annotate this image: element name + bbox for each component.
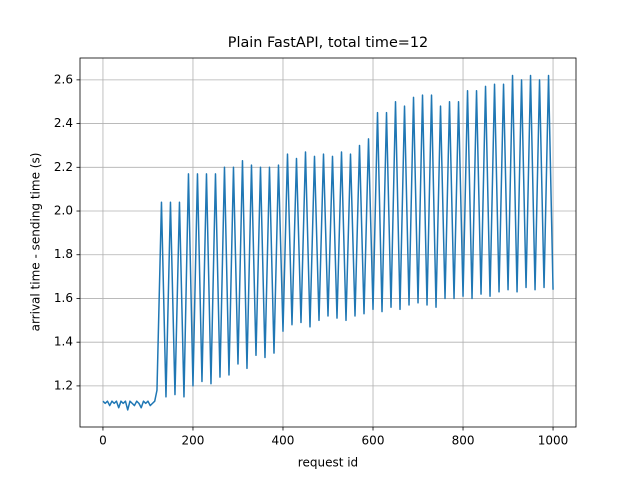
y-tick-label: 1.8 bbox=[54, 247, 73, 261]
chart-title: Plain FastAPI, total time=12 bbox=[228, 35, 428, 51]
data-line bbox=[102, 74, 554, 411]
x-tick-label: 0 bbox=[99, 434, 107, 448]
y-tick-label: 2.6 bbox=[54, 72, 73, 86]
y-axis-label: arrival time - sending time (s) bbox=[29, 153, 43, 332]
x-axis-label: request id bbox=[298, 456, 358, 470]
x-tick-label: 1000 bbox=[538, 434, 569, 448]
y-tick-label: 2.0 bbox=[54, 204, 73, 218]
y-tick-label: 2.4 bbox=[54, 116, 73, 130]
x-tick-label: 200 bbox=[182, 434, 205, 448]
plot-area: 0 200 400 600 800 1000 1.2 1.4 1.6 1.8 2.0 2.2 2.4 2.… bbox=[54, 58, 576, 448]
x-tick-label: 400 bbox=[272, 434, 295, 448]
axes-frame bbox=[79, 57, 577, 428]
y-tick-label: 1.6 bbox=[54, 291, 73, 305]
x-tick-label: 800 bbox=[452, 434, 475, 448]
y-tick-label: 2.2 bbox=[54, 160, 73, 174]
y-tick-label: 1.2 bbox=[54, 378, 73, 392]
x-tick-label: 600 bbox=[362, 434, 385, 448]
y-tick-label: 1.4 bbox=[54, 335, 73, 349]
